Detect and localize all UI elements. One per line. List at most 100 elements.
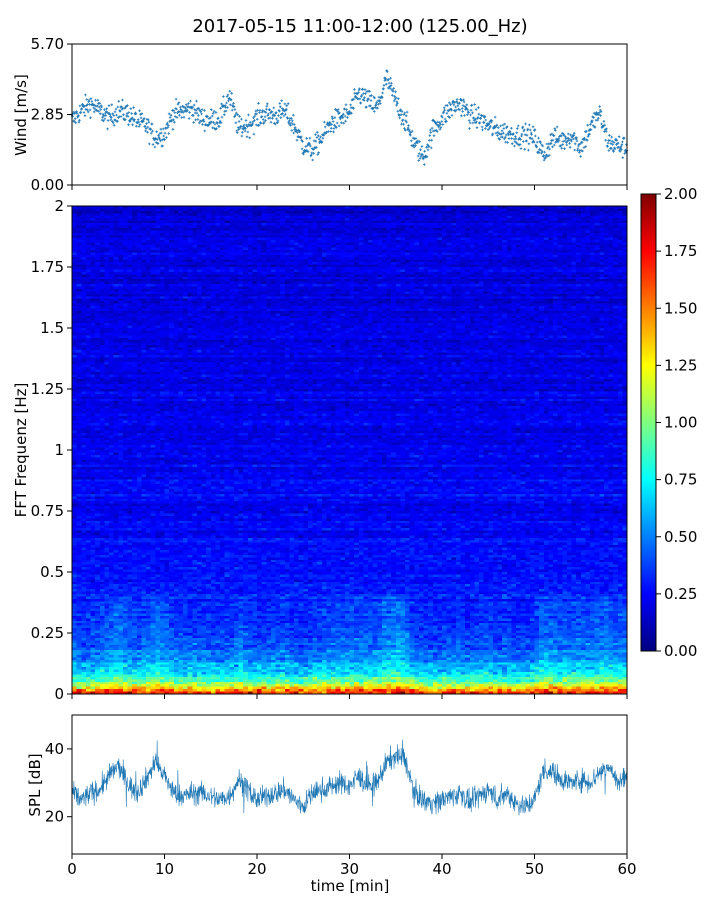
wind-point (285, 107, 288, 111)
wind-point (180, 116, 183, 119)
wind-point (147, 118, 150, 122)
wind-point (144, 129, 147, 133)
wind-point (435, 130, 439, 133)
figure-title: 2017-05-15 11:00-12:00 (125.00_Hz) (192, 16, 527, 37)
wind-point (263, 115, 267, 119)
wind-point (557, 138, 561, 142)
wind-point (475, 126, 479, 129)
wind-point (302, 152, 305, 156)
wind-point (106, 119, 110, 122)
wind-point (405, 110, 409, 114)
wind-point (530, 137, 534, 141)
wind-point (419, 154, 423, 158)
wind-point (589, 123, 592, 126)
wind-point (155, 130, 158, 133)
wind-point (111, 120, 114, 123)
wind-point (559, 144, 563, 147)
wind-point (561, 143, 564, 146)
wind-point (414, 144, 417, 147)
wind-point (363, 96, 366, 99)
y-tick-label: 2 (54, 197, 64, 215)
wind-point (373, 96, 376, 100)
wind-point (581, 149, 584, 153)
wind-point (572, 134, 576, 137)
wind-y-axis-label: Wind [m/s] (12, 74, 30, 156)
wind-point (130, 116, 134, 120)
wind-point (337, 124, 341, 128)
wind-point (395, 103, 398, 107)
wind-point (161, 127, 165, 131)
wind-point (502, 127, 506, 130)
wind-point (557, 137, 560, 140)
wind-point (360, 93, 364, 97)
wind-point (596, 118, 600, 122)
wind-y-ticks: 0.00 2.85 5.70 (31, 35, 72, 194)
wind-point (194, 109, 198, 112)
wind-point (597, 116, 600, 120)
wind-point (406, 126, 410, 130)
colorbar-tick-label: 1.25 (664, 356, 697, 374)
colorbar-tick-label: 1.00 (664, 414, 697, 432)
wind-point (429, 131, 432, 134)
wind-point (596, 112, 599, 116)
wind-point (620, 148, 623, 151)
wind-point (180, 109, 184, 113)
wind-point (229, 103, 232, 107)
wind-point (204, 123, 208, 126)
wind-point (256, 109, 259, 112)
wind-point (507, 137, 511, 140)
wind-point (336, 110, 339, 113)
wind-point (262, 120, 266, 124)
wind-point (82, 111, 86, 114)
wind-point (333, 124, 336, 127)
wind-point (131, 123, 134, 127)
wind-point (326, 122, 330, 126)
wind-point (407, 124, 410, 127)
wind-point (442, 106, 446, 110)
colorbar-tick-label: 0.25 (664, 585, 697, 603)
wind-point (264, 119, 267, 122)
wind-point (563, 139, 567, 143)
wind-point (366, 99, 369, 103)
wind-point (501, 123, 505, 127)
wind-point (75, 110, 78, 113)
wind-point (327, 124, 331, 127)
wind-point (258, 109, 262, 112)
wind-point (516, 124, 520, 128)
wind-point (129, 118, 132, 122)
wind-point (510, 137, 513, 140)
wind-point (169, 114, 173, 117)
wind-point (195, 111, 199, 115)
y-tick-label: 1 (54, 441, 64, 459)
wind-point (260, 110, 264, 114)
wind-point (103, 117, 107, 121)
wind-point (132, 106, 135, 109)
wind-point (252, 116, 255, 120)
wind-point (236, 131, 239, 134)
wind-point (197, 114, 200, 117)
wind-point (433, 120, 436, 123)
wind-point (128, 120, 132, 123)
wind-point (242, 123, 246, 127)
wind-point (377, 102, 380, 106)
wind-point (420, 145, 424, 148)
wind-point (408, 129, 411, 133)
wind-point (572, 137, 575, 141)
wind-point (85, 104, 88, 107)
wind-point (502, 131, 505, 135)
wind-point (257, 102, 260, 105)
wind-point (111, 121, 115, 125)
wind-point (317, 151, 320, 154)
wind-point (378, 99, 382, 102)
wind-point (404, 114, 408, 118)
wind-point (597, 111, 601, 114)
wind-point (333, 116, 337, 119)
wind-point (373, 110, 376, 113)
wind-point (289, 124, 292, 127)
wind-point (177, 101, 181, 104)
spectrogram-heatmap (72, 206, 627, 694)
wind-point (325, 130, 328, 134)
y-tick-label: 1.5 (40, 319, 64, 337)
wind-point (351, 98, 354, 101)
wind-point (390, 81, 393, 85)
